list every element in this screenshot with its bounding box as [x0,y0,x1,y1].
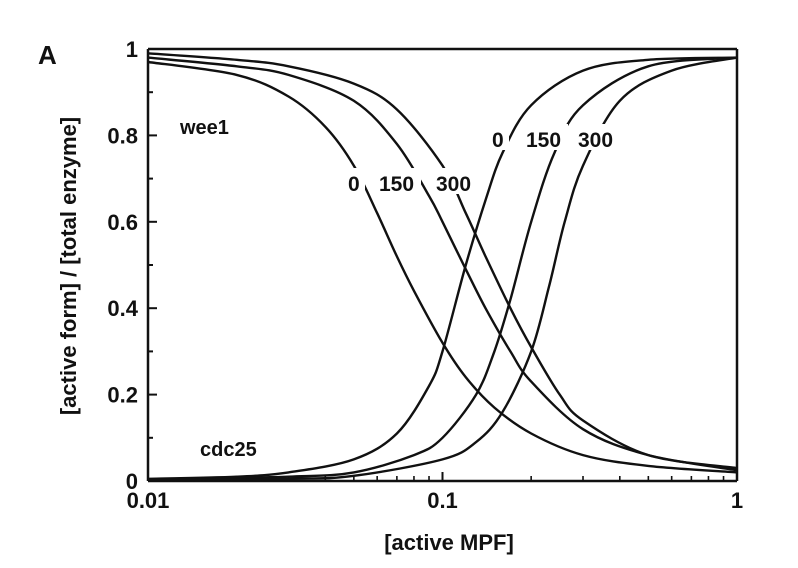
cdc25-curve-0 [147,56,738,480]
wee1-curve-300 [147,52,738,470]
cdc25-label-0: 0 [492,129,504,152]
y-tick-label: 0.8 [107,123,138,148]
panel-label: A [38,40,57,70]
wee1-label-300: 300 [436,173,471,196]
y-tick-label: 0.6 [107,210,138,235]
x-axis-title: [active MPF] [384,530,514,555]
wee1-label-150: 150 [379,173,414,196]
y-tick-label: 0.4 [107,296,138,321]
y-tick-label: 1 [126,37,138,62]
series-label-wee1: wee1 [179,117,229,139]
curves [147,52,738,482]
cdc25-curve-300 [147,56,738,482]
x-tick-label: 0.01 [127,488,170,513]
y-tick-label: 0 [126,469,138,494]
cdc25-label-150: 150 [526,129,561,152]
curve-labels: 0 150 300 0 150 300 wee1 cdc25 [179,117,626,461]
x-tick-label: 1 [731,488,743,513]
x-tick-label: 0.1 [427,488,458,513]
y-axis-title: [active form] / [total enzyme] [56,117,81,415]
cdc25-curve-150 [147,56,738,481]
wee1-curve-150 [147,56,738,472]
y-tick-label: 0.2 [107,383,138,408]
series-label-cdc25: cdc25 [200,439,257,461]
tick-labels: 0 0.2 0.4 0.6 0.8 1 0.01 0.1 1 [107,37,743,513]
wee1-curve-0 [147,60,738,474]
axes [146,47,739,483]
ticks [147,48,738,482]
cdc25-label-300: 300 [578,129,613,152]
wee1-label-0: 0 [348,173,360,196]
